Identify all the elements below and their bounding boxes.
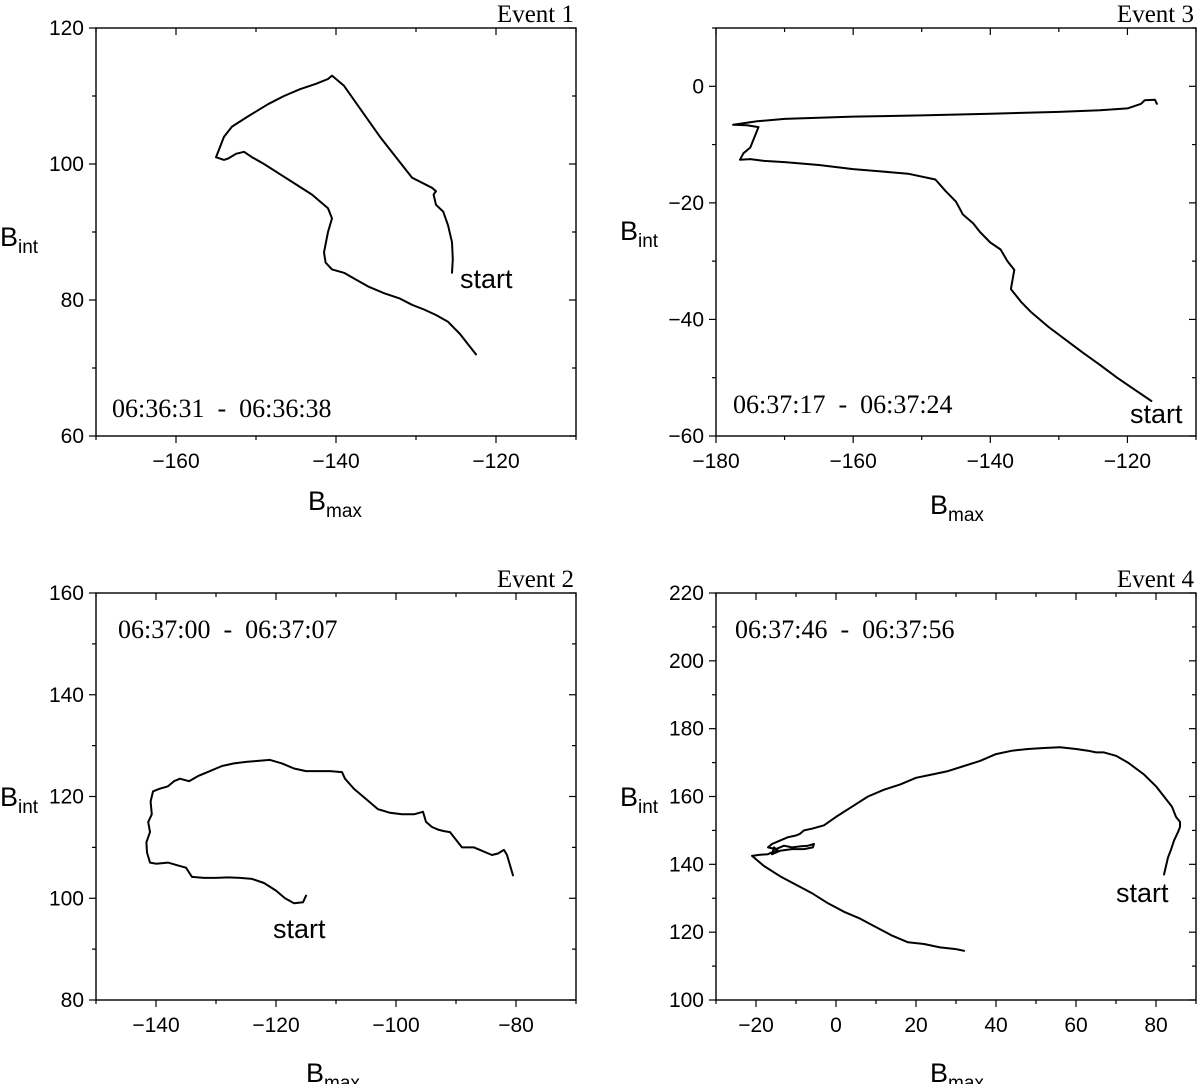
x-tick-label: −120 <box>1104 450 1151 473</box>
y-tick-label: 160 <box>669 786 704 809</box>
y-axis-label-main: B <box>620 782 638 812</box>
time-range-label: 06:37:00 - 06:37:07 <box>118 615 338 644</box>
start-label: start <box>273 914 326 944</box>
plot-frame <box>715 592 1197 1001</box>
plot-frame <box>95 592 577 1001</box>
y-axis-label-main: B <box>0 782 18 812</box>
x-tick-label: −120 <box>472 450 519 473</box>
x-axis-label: Bmax <box>306 1058 360 1084</box>
time-range-label: 06:37:46 - 06:37:56 <box>735 615 955 644</box>
y-tick-label: 0 <box>692 75 704 98</box>
time-range-label: 06:37:17 - 06:37:24 <box>733 390 953 419</box>
y-axis-label-main: B <box>0 222 18 252</box>
start-label: start <box>1130 399 1183 429</box>
x-tick-label: 80 <box>1144 1014 1167 1037</box>
y-tick-label: −20 <box>668 192 704 215</box>
x-axis-label-sub: max <box>326 501 362 522</box>
x-axis-label: Bmax <box>308 486 362 522</box>
y-tick-label: 160 <box>49 582 84 605</box>
panel-title: Event 4 <box>1117 566 1195 593</box>
start-label: start <box>460 264 513 294</box>
y-tick-label: 100 <box>49 153 84 176</box>
y-tick-label: 60 <box>61 425 84 448</box>
series-line-0 <box>732 98 1158 402</box>
x-tick-label: −160 <box>829 450 876 473</box>
y-tick-label: 120 <box>49 17 84 40</box>
y-tick-label: 140 <box>49 684 84 707</box>
x-axis-label-sub: max <box>324 1073 360 1084</box>
y-axis-label-sub: int <box>638 231 659 252</box>
x-axis-label-main: B <box>308 486 326 516</box>
x-axis-label-sub: max <box>948 505 984 526</box>
y-tick-label: −40 <box>668 308 704 331</box>
start-label: start <box>1116 878 1169 908</box>
y-axis-label-sub: int <box>18 797 39 818</box>
x-axis-label-main: B <box>930 490 948 520</box>
y-axis-label: Bint <box>620 782 659 818</box>
y-tick-label: −60 <box>668 425 704 448</box>
panel-event-2: −140 −120 −100 −80 80 100 120 140 160 Event 2 Bmax… <box>0 566 577 1084</box>
y-axis-label-sub: int <box>18 237 39 258</box>
panel-title: Event 1 <box>497 1 574 28</box>
y-tick-label: 200 <box>669 650 704 673</box>
y-tick-label: 80 <box>61 289 84 312</box>
x-tick-label: −140 <box>132 1014 179 1037</box>
plot-frame <box>715 27 1197 437</box>
y-axis-label-sub: int <box>638 797 659 818</box>
series-line-0 <box>145 758 514 905</box>
x-tick-label: −180 <box>692 450 739 473</box>
y-tick-label: 220 <box>669 582 704 605</box>
x-axis-label: Bmax <box>930 1058 984 1084</box>
x-axis-label-main: B <box>306 1058 324 1084</box>
x-tick-label: −80 <box>498 1014 534 1037</box>
plot-frame <box>95 27 577 437</box>
x-axis-label: Bmax <box>930 490 984 526</box>
y-tick-label: 100 <box>669 989 704 1012</box>
y-axis-label: Bint <box>620 216 659 252</box>
y-axis-label-main: B <box>620 216 638 246</box>
y-tick-label: 140 <box>669 853 704 876</box>
x-tick-label: −140 <box>312 450 359 473</box>
y-tick-label: 120 <box>669 921 704 944</box>
y-tick-label: 100 <box>49 887 84 910</box>
x-tick-label: −100 <box>372 1014 419 1037</box>
x-tick-label: −140 <box>967 450 1014 473</box>
x-axis-label-sub: max <box>948 1073 984 1084</box>
x-tick-label: 60 <box>1064 1014 1087 1037</box>
x-axis-label-main: B <box>930 1058 948 1084</box>
y-tick-label: 180 <box>669 718 704 741</box>
y-axis-label: Bint <box>0 782 39 818</box>
x-tick-label: 40 <box>984 1014 1007 1037</box>
series-line-0 <box>215 74 477 356</box>
y-tick-label: 80 <box>61 989 84 1012</box>
x-tick-label: −120 <box>252 1014 299 1037</box>
x-tick-label: −20 <box>738 1014 774 1037</box>
panel-event-4: −20 0 20 40 60 80 100 120 140 160 180 200 220 Event 4… <box>620 566 1197 1084</box>
panel-title: Event 2 <box>497 566 574 593</box>
panel-title: Event 3 <box>1117 1 1194 28</box>
x-tick-label: 20 <box>904 1014 927 1037</box>
y-tick-label: 120 <box>49 786 84 809</box>
time-range-label: 06:36:31 - 06:36:38 <box>112 394 332 423</box>
series-line-0 <box>751 746 1181 952</box>
x-tick-label: −160 <box>152 450 199 473</box>
x-tick-label: 0 <box>830 1014 842 1037</box>
y-axis-label: Bint <box>0 222 39 258</box>
